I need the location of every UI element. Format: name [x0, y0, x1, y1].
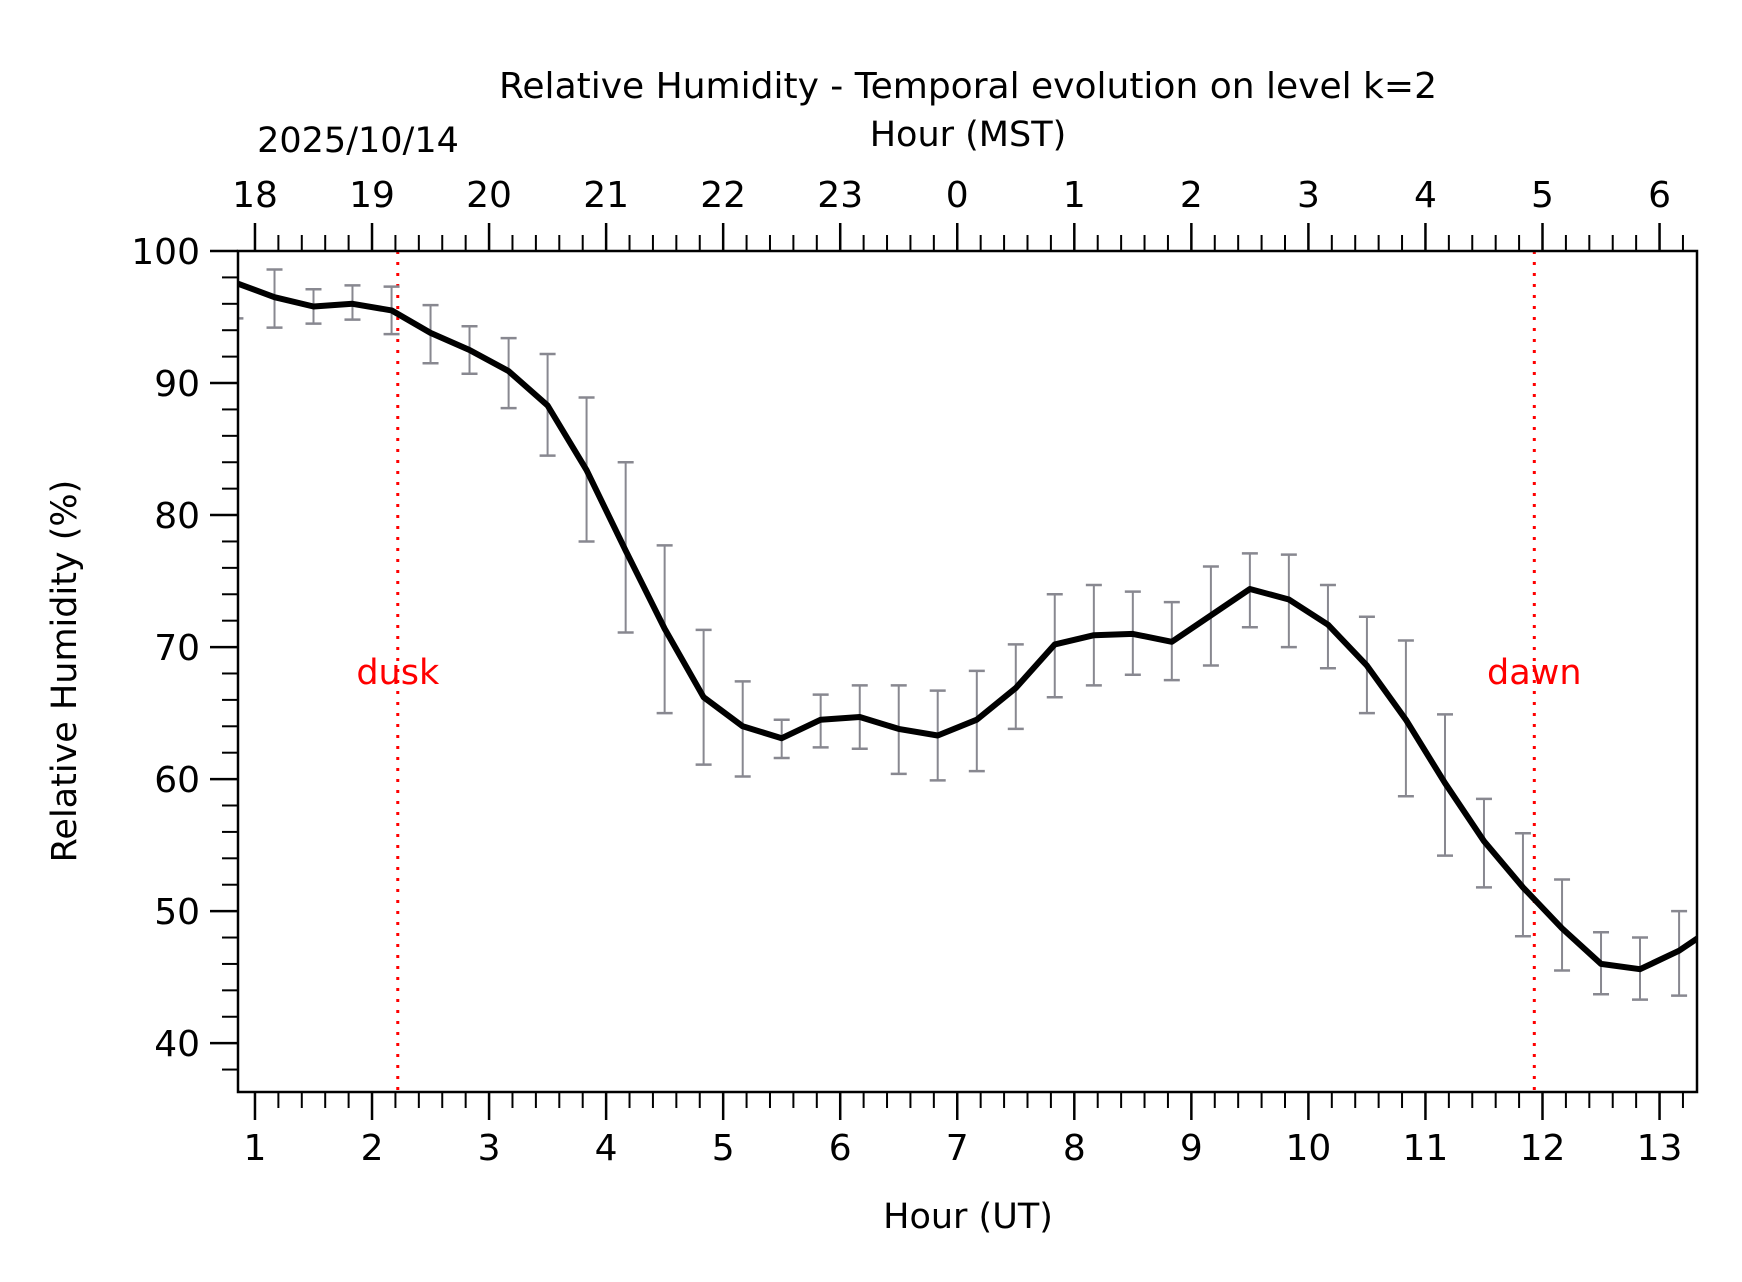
dawn-label: dawn: [1487, 653, 1581, 693]
dusk-label: dusk: [356, 653, 440, 693]
y-tick-label: 50: [154, 892, 200, 933]
x-tick-label: 8: [1063, 1128, 1086, 1169]
x2-tick-label: 0: [946, 175, 969, 216]
x-tick-label: 12: [1520, 1128, 1566, 1169]
x2-tick-label: 19: [349, 175, 395, 216]
x-tick-label: 5: [712, 1128, 735, 1169]
x2-tick-label: 6: [1648, 175, 1671, 216]
humidity-line: [238, 280, 1697, 973]
y-tick-label: 90: [154, 364, 200, 405]
x-tick-label: 11: [1403, 1128, 1449, 1169]
x2-tick-label: 20: [466, 175, 512, 216]
x2-tick-label: 23: [817, 175, 863, 216]
x2-tick-label: 5: [1531, 175, 1554, 216]
y-tick-label: 70: [154, 628, 200, 669]
x-tick-label: 9: [1180, 1128, 1203, 1169]
x-tick-label: 4: [595, 1128, 618, 1169]
x-tick-label: 13: [1637, 1128, 1683, 1169]
x-tick-label: 10: [1285, 1128, 1331, 1169]
x2-tick-label: 3: [1297, 175, 1320, 216]
x-tick-label: 1: [244, 1128, 267, 1169]
axes: 1182193204215226237081921031141251364050…: [131, 175, 1684, 1169]
x2-tick-label: 22: [700, 175, 746, 216]
x2-tick-label: 1: [1063, 175, 1086, 216]
plot-frame: [236, 249, 1699, 1094]
x-tick-label: 7: [946, 1128, 969, 1169]
y-tick-label: 60: [154, 760, 200, 801]
x-tick-label: 3: [478, 1128, 501, 1169]
x2-tick-label: 2: [1180, 175, 1203, 216]
x2-tick-label: 4: [1414, 175, 1437, 216]
y-tick-label: 100: [131, 232, 200, 273]
plot-area: dusk dawn: [238, 251, 1697, 1092]
x2-tick-label: 21: [583, 175, 629, 216]
y-tick-label: 40: [154, 1024, 200, 1065]
chart-title: Relative Humidity - Temporal evolution o…: [499, 66, 1437, 107]
date-label: 2025/10/14: [257, 121, 459, 161]
x-tick-label: 6: [829, 1128, 852, 1169]
top-axis-label: Hour (MST): [870, 115, 1067, 155]
x2-tick-label: 18: [232, 175, 278, 216]
x-tick-label: 2: [361, 1128, 384, 1169]
x-axis-label: Hour (UT): [883, 1197, 1053, 1237]
y-tick-label: 80: [154, 496, 200, 537]
y-axis-label: Relative Humidity (%): [45, 480, 85, 863]
